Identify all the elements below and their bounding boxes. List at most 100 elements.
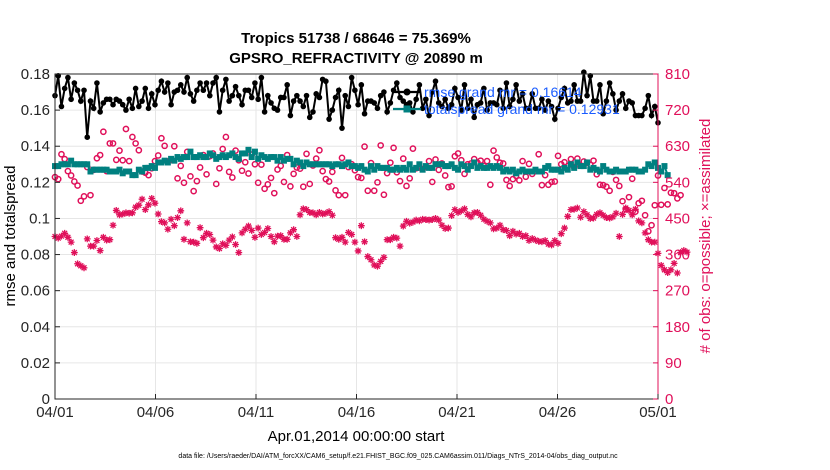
obs-assimilated-marker: [328, 211, 336, 219]
totalspread-marker: [322, 161, 329, 168]
obs-possible-marker: [538, 181, 546, 189]
obs-assimilated-marker: [561, 224, 568, 232]
obs-possible-marker: [354, 173, 362, 181]
obs-assimilated-marker: [148, 194, 156, 202]
totalspread-marker: [480, 164, 487, 171]
rmse-marker: [361, 110, 368, 117]
obs-assimilated-marker: [512, 230, 520, 238]
rmse-marker: [71, 80, 78, 86]
rmse-marker: [610, 91, 616, 97]
obs-possible-marker: [461, 170, 468, 178]
legend-marker-rmse: [403, 88, 411, 96]
obs-possible-marker: [425, 157, 433, 165]
rmse-marker: [232, 83, 239, 90]
rmse-marker: [87, 98, 94, 104]
rmse-marker: [332, 94, 339, 101]
totalspread-marker: [81, 161, 88, 168]
totalspread-marker: [516, 168, 523, 175]
series-totalspread: [52, 146, 671, 179]
totalspread-marker: [119, 170, 126, 177]
obs-assimilated-marker: [570, 205, 578, 213]
totalspread-marker: [68, 157, 75, 164]
rmse-marker: [561, 85, 568, 92]
rmse-marker: [107, 96, 113, 103]
obs-possible-marker: [238, 167, 246, 175]
totalspread-marker: [548, 166, 555, 173]
obs-assimilated-marker: [557, 230, 565, 238]
totalspread-marker: [590, 164, 597, 171]
totalspread-marker: [190, 154, 197, 161]
rmse-marker: [345, 103, 352, 110]
obs-assimilated-marker: [80, 264, 88, 272]
rmse-marker: [287, 112, 294, 119]
obs-assimilated-marker: [167, 215, 175, 223]
totalspread-marker: [135, 166, 142, 173]
rmse-marker: [374, 105, 381, 112]
totalspread-marker: [61, 161, 68, 168]
obs-assimilated-marker: [99, 233, 107, 241]
rmse-marker: [423, 96, 429, 103]
obs-assimilated-marker: [109, 221, 117, 229]
obs-possible-marker: [486, 181, 494, 189]
left-tick-label: 0.16: [21, 102, 50, 119]
rmse-marker: [116, 98, 123, 104]
rmse-marker: [622, 105, 629, 112]
rmse-marker: [181, 89, 187, 95]
obs-assimilated-marker: [364, 253, 372, 260]
obs-assimilated-marker: [74, 260, 81, 268]
obs-assimilated-marker: [673, 269, 681, 277]
totalspread-marker: [416, 161, 423, 168]
rmse-marker: [426, 112, 432, 119]
obs-assimilated-marker: [641, 229, 649, 237]
obs-possible-marker: [522, 173, 530, 181]
obs-assimilated-marker: [609, 213, 617, 221]
totalspread-marker: [632, 166, 639, 173]
totalspread-marker: [64, 161, 71, 168]
totalspread-marker: [213, 155, 220, 162]
totalspread-marker: [545, 163, 552, 170]
obs-assimilated-marker: [141, 206, 149, 214]
obs-assimilated-marker: [303, 206, 310, 214]
rmse-marker: [335, 87, 342, 94]
rmse-marker: [355, 101, 361, 108]
obs-assimilated-marker: [367, 256, 375, 264]
totalspread-marker: [638, 168, 645, 175]
rmse-marker: [448, 101, 455, 108]
totalspread-marker: [474, 164, 481, 171]
rmse-marker: [377, 92, 384, 99]
rmse-marker: [284, 82, 290, 88]
chart-subtitle: GPSRO_REFRACTIVITY @ 20890 m: [229, 50, 483, 67]
rmse-marker: [236, 92, 242, 99]
rmse-marker: [445, 105, 452, 112]
totalspread-marker: [264, 155, 271, 162]
obs-possible-marker: [525, 160, 533, 168]
totalspread-marker: [609, 168, 616, 175]
totalspread-marker: [658, 168, 665, 175]
obs-possible-marker: [116, 147, 123, 154]
rmse-marker: [503, 80, 510, 86]
totalspread-marker: [103, 166, 110, 173]
totalspread-marker: [268, 154, 275, 161]
obs-assimilated-marker: [396, 242, 404, 250]
totalspread-marker: [629, 166, 636, 173]
obs-assimilated-marker: [277, 232, 285, 240]
left-axis-label: rmse and totalspread: [2, 166, 19, 307]
obs-assimilated-marker: [606, 214, 614, 222]
totalspread-marker: [90, 166, 97, 173]
totalspread-marker: [493, 163, 500, 170]
rmse-marker: [303, 92, 310, 99]
obs-assimilated-marker: [493, 224, 501, 232]
obs-possible-marker: [599, 181, 607, 189]
obs-assimilated-marker: [386, 236, 394, 244]
obs-assimilated-marker: [451, 206, 459, 214]
grid-lines: [55, 74, 658, 399]
totalspread-marker: [277, 154, 284, 161]
totalspread-marker: [74, 161, 81, 168]
rmse-marker: [177, 82, 184, 88]
rmse-marker: [477, 100, 484, 106]
obs-possible-marker: [258, 161, 265, 169]
obs-possible-marker: [216, 164, 223, 172]
obs-possible-marker: [628, 175, 636, 183]
